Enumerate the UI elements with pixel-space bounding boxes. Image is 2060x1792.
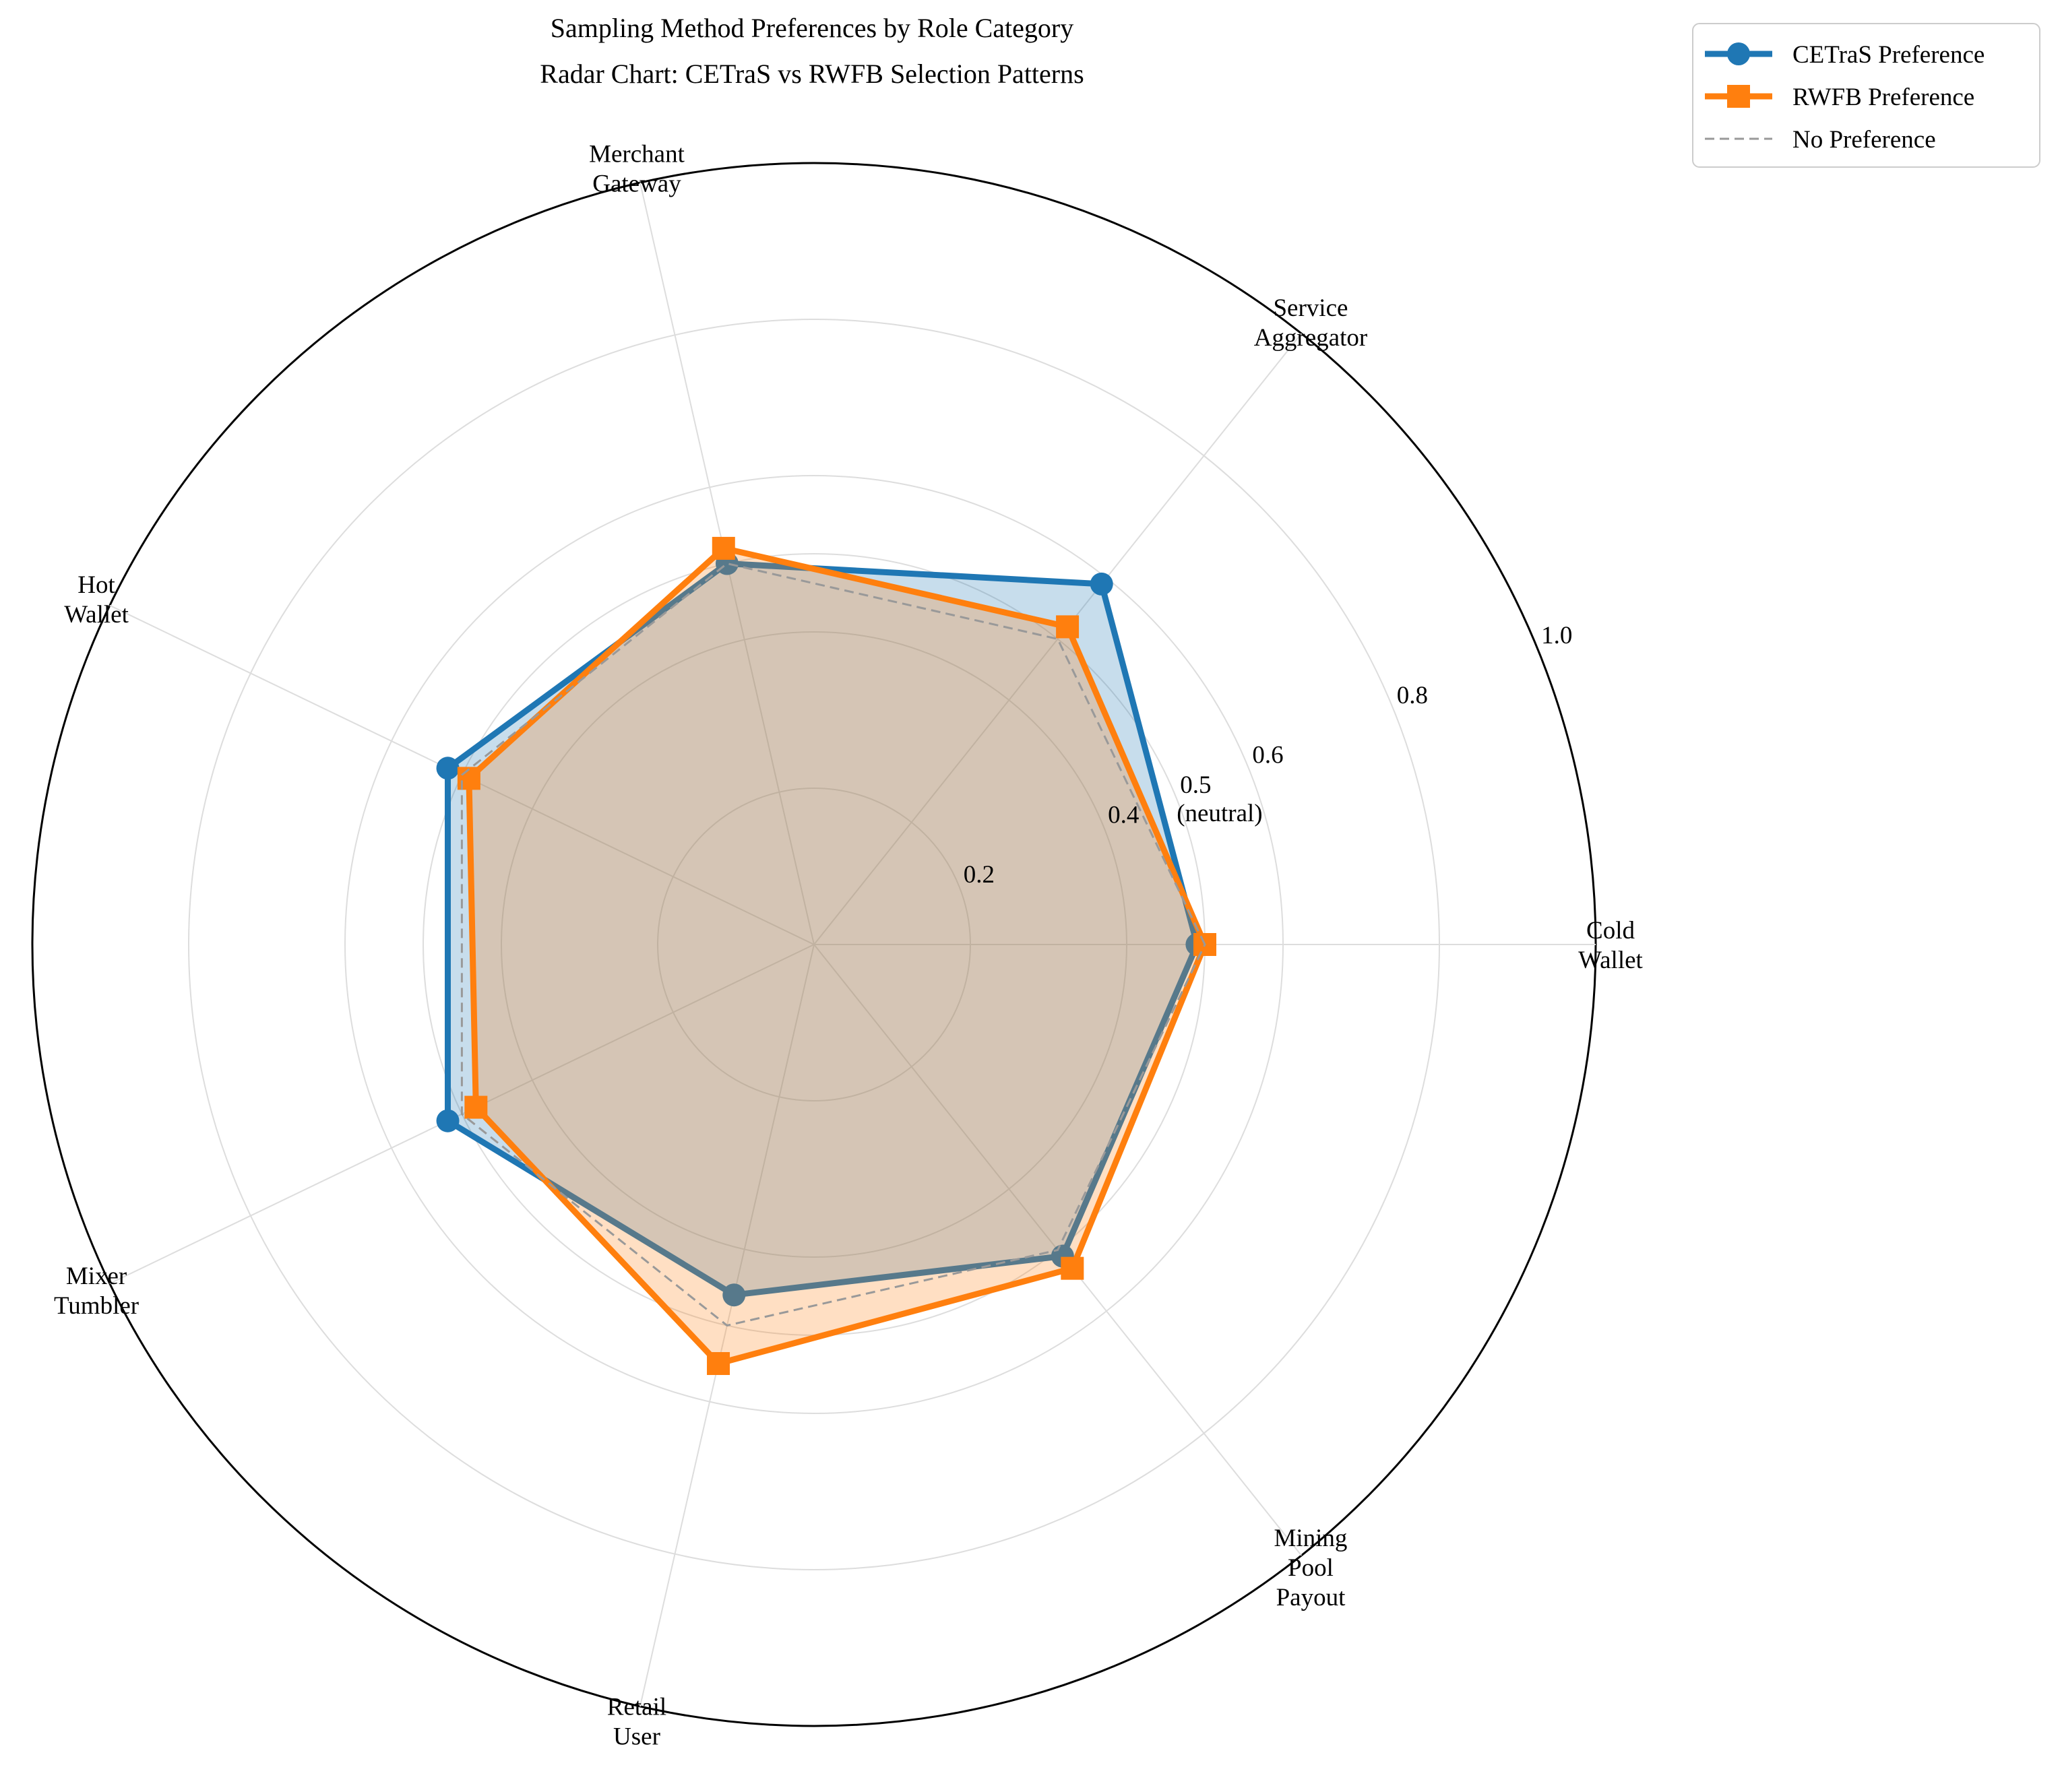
legend-label-no-preference: No Preference	[1792, 126, 1936, 154]
category-label-line: Pool	[1288, 1554, 1334, 1582]
series-line-no-preference	[460, 562, 1206, 1327]
series-fill-cetras	[447, 563, 1197, 1295]
point-cetras	[722, 1283, 746, 1307]
legend-label-cetras: CETraS Preference	[1792, 41, 1985, 69]
r-tick-label-line: 0.2	[964, 861, 995, 889]
r-tick-label: 1.0	[1541, 622, 1572, 649]
r-tick-label: 0.5 (neutral)	[1177, 771, 1262, 827]
point-rwfb	[1056, 615, 1080, 639]
category-label-line: Retail	[607, 1693, 666, 1721]
category-label: Cold Wallet	[1578, 917, 1643, 974]
series-line-rwfb	[466, 545, 1208, 1367]
point-cetras	[436, 757, 460, 780]
grid-spoke	[813, 333, 1303, 945]
category-label-line: Merchant	[589, 141, 685, 168]
r-tick-label-line: 0.6	[1252, 742, 1283, 769]
r-tick-label: 0.2	[964, 861, 995, 889]
point-rwfb	[712, 536, 735, 560]
category-label-line: Payout	[1276, 1584, 1346, 1611]
category-label-line: User	[613, 1723, 660, 1750]
legend-frame	[1692, 23, 2040, 168]
category-label-line: Service	[1273, 294, 1348, 322]
category-label-line: Mixer	[66, 1262, 127, 1290]
point-cetras	[1090, 572, 1113, 596]
category-label: Service Aggregator	[1254, 294, 1368, 352]
category-label: Mining Pool Payout	[1274, 1525, 1347, 1611]
category-label: Mixer Tumbler	[54, 1262, 139, 1320]
point-cetras	[436, 1109, 460, 1132]
series-fill-rwfb	[468, 548, 1205, 1364]
category-label-line: Wallet	[1578, 947, 1643, 974]
point-rwfb	[707, 1352, 730, 1376]
r-tick-label-line: 0.8	[1397, 682, 1428, 709]
category-label: Hot Wallet	[64, 571, 129, 629]
r-tick-label: 0.8	[1397, 682, 1428, 709]
category-label-line: Aggregator	[1254, 324, 1368, 352]
category-label-line: Hot	[77, 571, 115, 599]
series-layer	[436, 536, 1216, 1376]
legend-label-rwfb: RWFB Preference	[1792, 84, 1974, 111]
chart-subtitle: Radar Chart: CETraS vs RWFB Selection Pa…	[540, 59, 1084, 89]
category-label-line: Tumbler	[54, 1292, 139, 1320]
r-tick-label-line: 0.5	[1180, 771, 1211, 799]
r-tick-label-line: 0.4	[1108, 801, 1139, 829]
point-rwfb	[1061, 1256, 1084, 1280]
chart-title: Sampling Method Preferences by Role Cate…	[551, 13, 1073, 43]
category-label: Merchant Gateway	[589, 141, 685, 198]
category-label-line: Gateway	[592, 170, 681, 198]
series-line-cetras	[445, 561, 1200, 1298]
point-rwfb	[464, 1095, 488, 1119]
legend-marker-cetras	[1727, 42, 1750, 65]
r-tick-label: 0.4	[1108, 801, 1139, 829]
legend: CETraS Preference RWFB Preference No Prefe…	[1692, 23, 2040, 168]
category-label-line: Mining	[1274, 1525, 1347, 1552]
r-tick-label-line: (neutral)	[1177, 800, 1262, 827]
r-tick-label-line: 1.0	[1541, 622, 1572, 649]
category-label-line: Cold	[1586, 917, 1635, 945]
legend-marker-rwfb	[1727, 85, 1750, 108]
r-tick-label: 0.6	[1252, 742, 1283, 769]
category-label: Retail User	[607, 1693, 666, 1750]
category-label-line: Wallet	[64, 601, 129, 629]
